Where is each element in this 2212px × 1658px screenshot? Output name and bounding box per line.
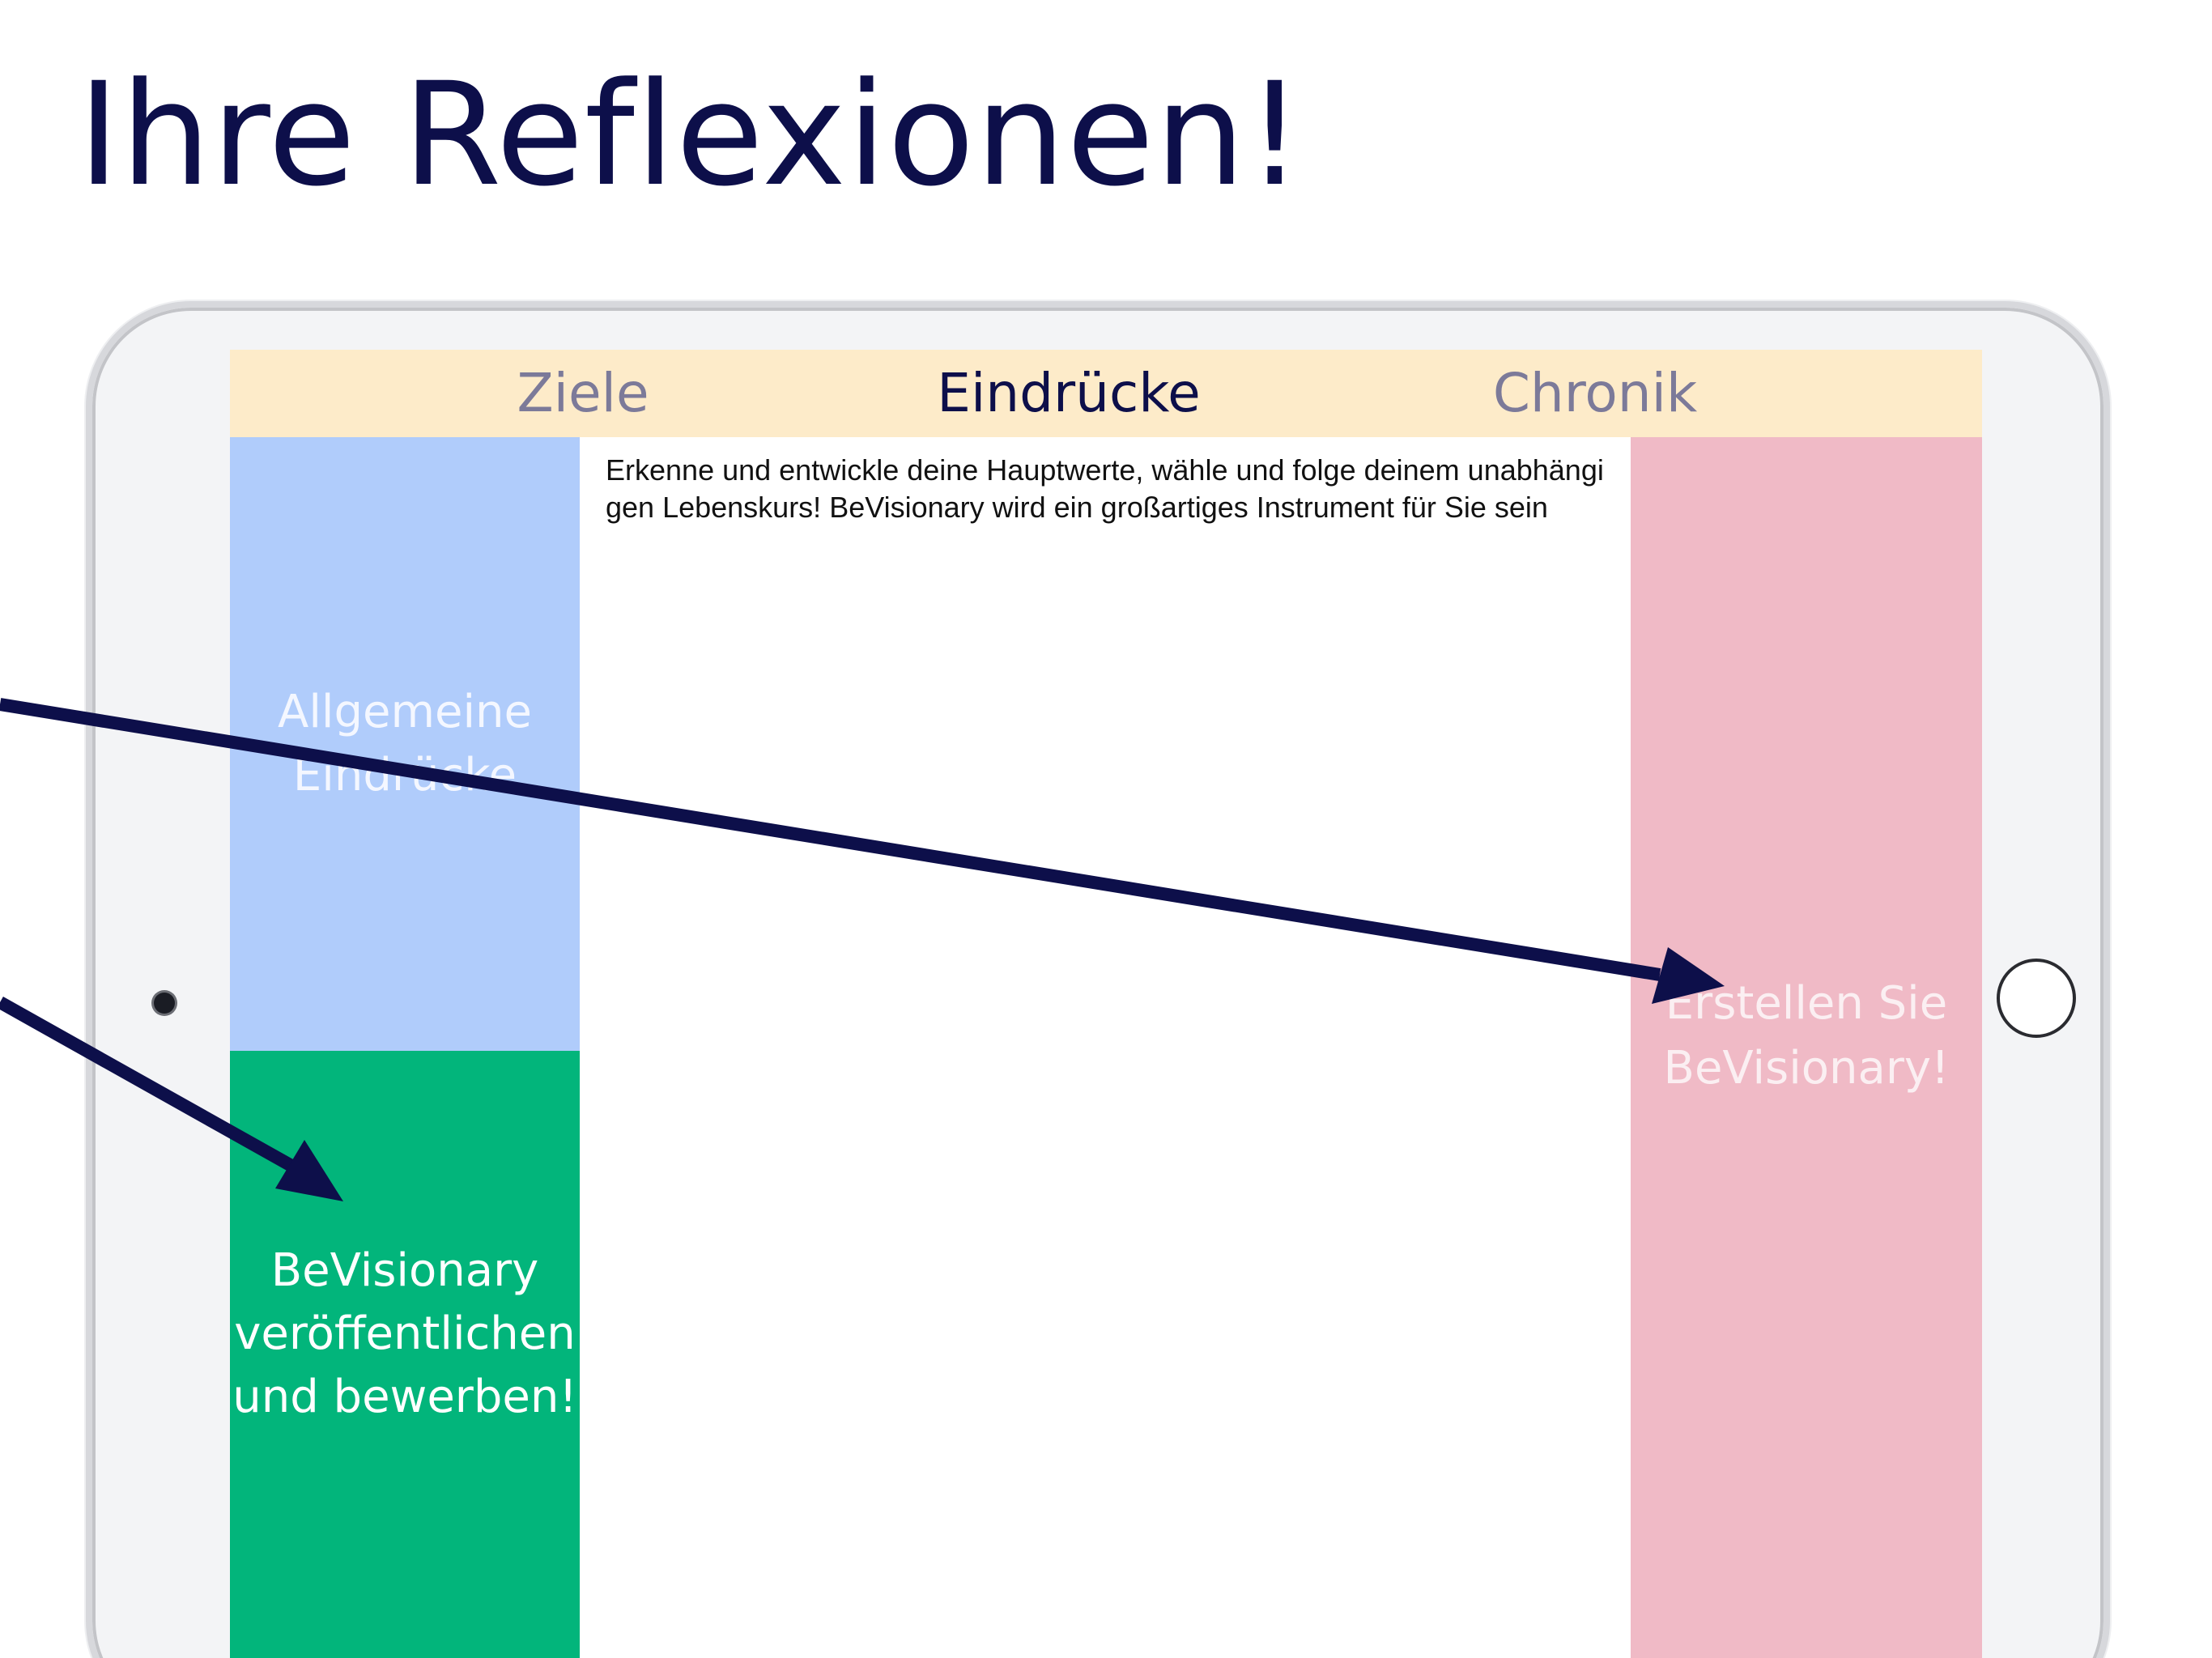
tab-eindruecke[interactable]: Eindrücke <box>937 362 1201 424</box>
publish-label-line2: veröffentlichen <box>234 1307 576 1360</box>
publish-tile[interactable]: BeVisionary veröffentlichen und bewerben… <box>230 1051 580 1658</box>
general-impressions-tile[interactable]: Allgemeine Eindrücke <box>230 437 580 1051</box>
page-title: Ihre Reflexionen! <box>78 52 1304 218</box>
general-impressions-label-line1: Allgemeine <box>278 686 532 738</box>
tab-bar: Ziele Eindrücke Chronik <box>230 350 1982 437</box>
app-screen: Ziele Eindrücke Chronik Allgemeine Eindr… <box>230 350 1982 1658</box>
general-impressions-label-line2: Eindrücke <box>292 749 517 801</box>
publish-label-line3: und bewerben! <box>232 1371 577 1423</box>
tab-ziele[interactable]: Ziele <box>517 362 649 424</box>
create-label-line2: BeVisionary! <box>1663 1042 1950 1095</box>
create-bevisionary-tile[interactable]: Erstellen Sie BeVisionary! <box>1631 437 1982 1658</box>
front-camera-icon <box>154 993 175 1014</box>
tab-chronik[interactable]: Chronik <box>1492 362 1698 424</box>
description-text: Erkenne und entwickle deine Hauptwerte, … <box>606 453 1604 524</box>
create-label-line1: Erstellen Sie <box>1665 977 1948 1030</box>
publish-label-line1: BeVisionary <box>270 1244 539 1297</box>
home-button[interactable] <box>1997 959 2076 1038</box>
